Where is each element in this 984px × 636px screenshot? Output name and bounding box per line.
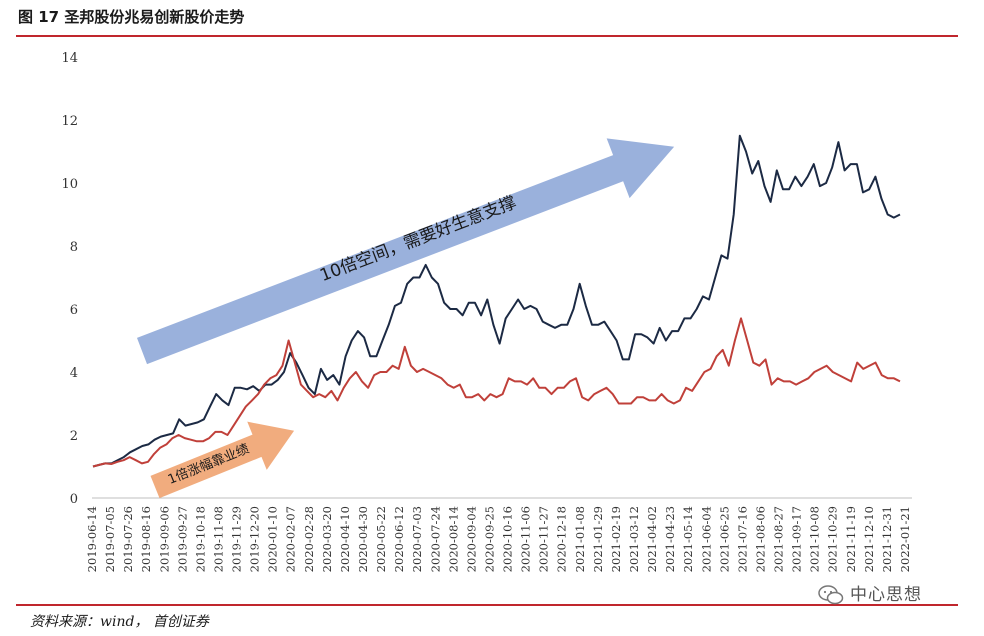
y-tick-label: 12	[61, 114, 78, 129]
series-lines	[92, 134, 901, 468]
y-tick-label: 10	[61, 177, 78, 192]
x-tick-label: 2019-06-14	[85, 506, 99, 572]
x-tick-label: 2020-09-04	[464, 506, 478, 572]
x-tick-label: 2020-02-07	[284, 506, 298, 572]
x-tick-label: 2021-01-29	[591, 506, 605, 572]
figure-title: 图 17 圣邦股份兆易创新股价走势	[18, 8, 245, 26]
series-line-2	[92, 317, 901, 468]
x-tick-label: 2019-07-05	[103, 506, 117, 572]
x-tick-label: 2019-10-18	[193, 506, 207, 572]
y-tick-label: 0	[70, 492, 78, 507]
top-divider	[16, 35, 958, 37]
x-tick-label: 2021-08-27	[772, 506, 786, 572]
y-tick-label: 6	[70, 303, 78, 318]
x-tick-label: 2021-09-17	[790, 506, 804, 572]
x-tick-label: 2020-07-24	[428, 506, 442, 572]
x-tick-label: 2020-03-20	[320, 506, 334, 572]
x-tick-label: 2020-02-28	[302, 506, 316, 572]
wechat-icon	[818, 585, 844, 605]
x-tick-label: 2020-08-14	[446, 506, 460, 572]
x-tick-label: 2020-04-10	[338, 506, 352, 572]
x-tick-label: 2021-03-12	[627, 506, 641, 572]
x-tick-label: 2021-05-14	[681, 506, 695, 572]
big-arrow-shape	[136, 138, 675, 365]
x-tick-label: 2019-09-06	[157, 506, 171, 572]
small-arrow-shape	[150, 421, 295, 499]
x-tick-label: 2021-04-02	[645, 506, 659, 572]
x-axis: 2019-06-14 2019-07-05 2019-07-26 2019-08-16…	[85, 497, 912, 572]
x-tick-label: 2021-06-25	[717, 506, 731, 572]
y-tick-label: 2	[70, 429, 78, 444]
x-tick-label: 2020-04-30	[356, 506, 370, 572]
x-tick-label: 2021-11-19	[844, 506, 858, 572]
x-tick-label: 2021-04-23	[663, 506, 677, 572]
x-tick-label: 2019-11-29	[230, 506, 244, 572]
x-tick-label: 2021-02-19	[609, 506, 623, 572]
x-tick-label: 2019-08-16	[139, 506, 153, 572]
x-tick-label: 2021-12-10	[862, 506, 876, 572]
bottom-divider	[16, 604, 958, 606]
y-tick-label: 14	[61, 51, 78, 66]
big-arrow-annotation: 10倍空间，需要好生意支撑	[136, 138, 675, 365]
x-tick-label: 2020-01-10	[266, 506, 280, 572]
source-note: 资料来源：wind， 首创证券	[30, 614, 209, 630]
x-tick-label: 2021-06-04	[699, 506, 713, 572]
x-tick-label: 2021-08-06	[753, 506, 767, 572]
x-tick-label: 2021-07-16	[735, 506, 749, 572]
watermark-text: 中心思想	[850, 585, 922, 605]
x-tick-label: 2021-01-08	[573, 506, 587, 572]
x-tick-label: 2022-01-21	[898, 506, 912, 572]
x-tick-label: 2020-11-06	[519, 506, 533, 572]
y-tick-label: 8	[70, 240, 78, 255]
y-tick-label: 4	[70, 366, 78, 381]
series-line-1	[92, 134, 901, 468]
big-arrow-label: 10倍空间，需要好生意支撑	[317, 193, 519, 286]
x-tick-label: 2021-12-31	[880, 506, 894, 572]
x-tick-label: 2020-09-25	[482, 506, 496, 572]
x-tick-label: 2020-12-18	[555, 506, 569, 572]
watermark: 中心思想	[818, 580, 922, 605]
x-tick-label: 2021-10-08	[808, 506, 822, 572]
x-tick-label: 2019-07-26	[121, 506, 135, 572]
x-tick-label: 2020-05-22	[374, 506, 388, 572]
x-tick-label: 2021-10-29	[826, 506, 840, 572]
y-axis: 0 2 4 6 8 10 12 14	[61, 51, 78, 507]
x-tick-label: 2019-09-27	[175, 506, 189, 572]
x-tick-label: 2020-10-16	[501, 506, 515, 572]
x-tick-label: 2020-11-27	[537, 506, 551, 572]
x-tick-label: 2019-12-20	[248, 506, 262, 572]
x-tick-label: 2019-11-08	[211, 506, 225, 572]
small-arrow-annotation: 1倍涨幅靠业绩	[150, 421, 295, 499]
x-tick-label: 2020-06-12	[392, 506, 406, 572]
x-tick-label: 2020-07-03	[410, 506, 424, 572]
